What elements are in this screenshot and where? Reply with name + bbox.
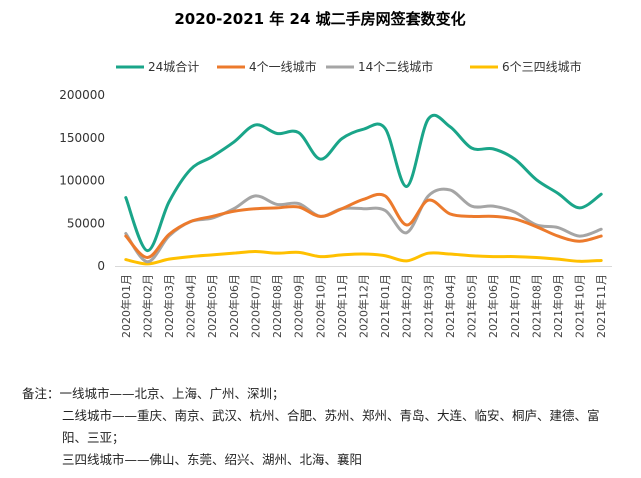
note-tier2: 二线城市——重庆、南京、武汉、杭州、合肥、苏州、郑州、青岛、大连、临安、桐庐、建… <box>62 408 600 423</box>
x-tick-label: 2021年02月 <box>400 274 414 338</box>
series-group <box>124 113 603 266</box>
series-line-3 <box>124 249 603 266</box>
x-tick-label: 2020年10月 <box>313 274 327 338</box>
series-line-0 <box>124 113 603 253</box>
chart-title: 2020-2021 年 24 城二手房网签套数变化 <box>174 10 465 28</box>
x-tick-label: 2020年11月 <box>335 274 349 338</box>
x-tick-label: 2020年08月 <box>270 274 284 338</box>
note-tier3: 三四线城市——佛山、东莞、绍兴、湖州、北海、襄阳 <box>62 452 363 467</box>
line-chart: 2020-2021 年 24 城二手房网签套数变化 24城合计 4个一线城市 14个… <box>59 10 612 338</box>
x-tick-label: 2020年02月 <box>140 274 154 338</box>
x-tick-label: 2021年11月 <box>594 274 608 338</box>
series-line-1 <box>124 192 603 259</box>
x-tick-label: 2020年07月 <box>248 274 262 338</box>
x-tick-label: 2020年03月 <box>162 274 176 338</box>
y-tick-label: 200000 <box>59 88 105 102</box>
y-tick-label: 100000 <box>59 174 105 188</box>
x-tick-label: 2021年08月 <box>529 274 543 338</box>
x-tick-label: 2020年05月 <box>205 274 219 338</box>
x-tick-label: 2021年01月 <box>378 274 392 338</box>
x-tick-label: 2020年04月 <box>184 274 198 338</box>
x-tick-label: 2021年05月 <box>465 274 479 338</box>
notes: 备注：一线城市——北京、上海、广州、深圳； 二线城市——重庆、南京、武汉、杭州、… <box>22 383 632 471</box>
legend-label-3: 6个三四线城市 <box>502 59 582 74</box>
x-tick-label: 2021年04月 <box>443 274 457 338</box>
x-tick-label: 2021年06月 <box>486 274 500 338</box>
note-tier1: 备注：一线城市——北京、上海、广州、深圳； <box>22 386 285 401</box>
x-tick-label: 2020年01月 <box>119 274 133 338</box>
x-tick-label: 2020年09月 <box>292 274 306 338</box>
y-tick-label: 50000 <box>67 216 105 230</box>
series-line-2 <box>124 187 603 264</box>
x-axis: 2020年01月 2020年02月 2020年03月 2020年04月 2020年05月… <box>115 266 612 338</box>
y-axis: 0 50000 100000 150000 200000 <box>59 88 105 273</box>
legend-label-2: 14个二线城市 <box>358 59 433 74</box>
y-tick-label: 150000 <box>59 131 105 145</box>
x-tick-label: 2020年06月 <box>227 274 241 338</box>
x-tick-label: 2021年07月 <box>508 274 522 338</box>
x-tick-label: 2021年03月 <box>421 274 435 338</box>
legend-label-0: 24城合计 <box>148 59 199 74</box>
note-tier2-cont: 阳、三亚； <box>62 430 125 445</box>
x-tick-label: 2021年09月 <box>551 274 565 338</box>
legend-label-1: 4个一线城市 <box>249 59 317 74</box>
x-tick-label: 2021年10月 <box>573 274 587 338</box>
x-tick-label: 2020年12月 <box>357 274 371 338</box>
legend: 24城合计 4个一线城市 14个二线城市 6个三四线城市 <box>116 59 582 74</box>
y-tick-label: 0 <box>97 259 105 273</box>
